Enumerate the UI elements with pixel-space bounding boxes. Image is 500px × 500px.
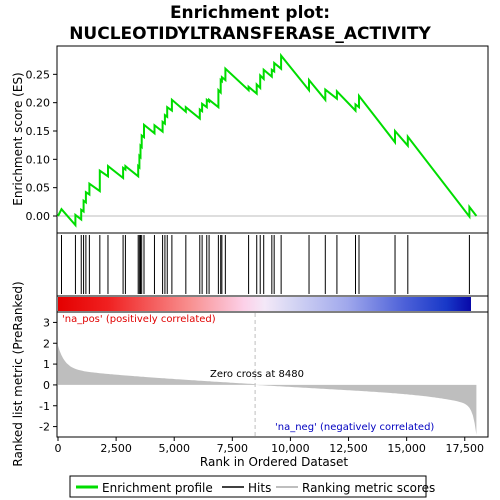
x-tick-label: 10,000: [271, 442, 310, 455]
x-tick-label: 5,000: [158, 442, 190, 455]
zero-cross-label: Zero cross at 8480: [210, 369, 304, 380]
pos-correlated-label: 'na_pos' (positively correlated): [62, 314, 216, 325]
legend-hits-label: Hits: [248, 481, 271, 495]
metric-tick-label: 1: [43, 358, 50, 371]
x-axis-ticks: 0 2,500 5,000 7,500 10,000 12,500 15,000 17,500: [55, 437, 485, 455]
metric-axis-ticks: 3 2 1 0 -1 -2: [39, 316, 57, 434]
x-tick-label: 7,500: [217, 442, 249, 455]
es-tick-label: 0.05: [26, 182, 51, 195]
metric-axis-label: Ranked list metric (PreRanked): [11, 281, 25, 466]
es-tick-label: 0.00: [26, 210, 51, 223]
neg-correlated-label: 'na_neg' (negatively correlated): [275, 422, 434, 433]
es-axis-label: Enrichment score (ES): [11, 72, 25, 205]
chart-title-line1: Enrichment plot:: [170, 3, 330, 23]
x-tick-label: 12,500: [329, 442, 368, 455]
metric-tick-label: 0: [43, 379, 50, 392]
x-axis-label: Rank in Ordered Dataset: [200, 455, 348, 469]
ranking-metric-area: [58, 345, 477, 435]
es-tick-label: 0.25: [26, 68, 51, 81]
metric-panel-frame: [56, 311, 489, 438]
x-tick-label: 0: [55, 442, 62, 455]
metric-tick-label: -2: [39, 421, 50, 434]
legend-enrichment-label: Enrichment profile: [102, 481, 213, 495]
x-tick-label: 2,500: [100, 442, 132, 455]
enrichment-profile-line: [57, 52, 478, 228]
rank-color-bar: [58, 297, 471, 311]
es-axis-ticks: 0.00 0.05 0.10 0.15 0.20 0.25: [26, 68, 57, 223]
es-tick-label: 0.20: [26, 97, 51, 110]
x-tick-label: 15,000: [387, 442, 426, 455]
metric-tick-label: -1: [39, 400, 50, 413]
es-tick-label: 0.10: [26, 153, 51, 166]
metric-tick-label: 3: [43, 316, 50, 329]
es-tick-label: 0.15: [26, 125, 51, 138]
chart-title-line2: NUCLEOTIDYLTRANSFERASE_ACTIVITY: [69, 24, 431, 44]
hit-markers: [60, 235, 470, 294]
x-tick-label: 17,500: [446, 442, 485, 455]
legend-box: [69, 475, 427, 498]
metric-tick-label: 2: [43, 337, 50, 350]
legend-metric-label: Ranking metric scores: [302, 481, 435, 495]
hits-panel-frame: [56, 232, 489, 297]
